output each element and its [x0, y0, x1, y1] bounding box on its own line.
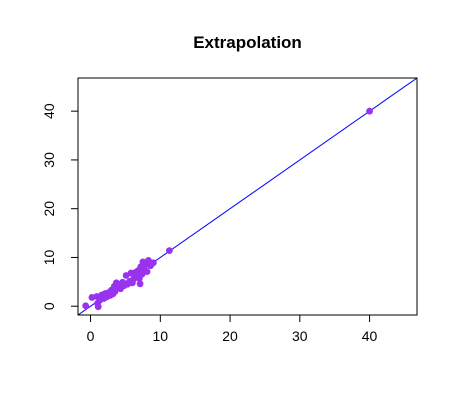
x-tick-label: 20 [222, 328, 238, 344]
plot-area [78, 78, 417, 315]
y-tick-label: 40 [41, 103, 57, 119]
x-tick-label: 0 [87, 328, 95, 344]
data-point [165, 247, 173, 255]
x-tick-label: 40 [362, 328, 378, 344]
axes: 0 10 20 30 40 0 10 20 30 40 [41, 77, 418, 344]
y-tick-label: 20 [41, 201, 57, 217]
data-point [136, 280, 144, 288]
data-point [366, 107, 373, 115]
data-point [149, 259, 157, 267]
data-point [94, 303, 102, 311]
y-tick-label: 10 [41, 249, 57, 265]
y-tick-label: 0 [41, 302, 57, 310]
x-tick-label: 10 [153, 328, 169, 344]
y-tick-label: 30 [41, 152, 57, 168]
data-point [143, 268, 151, 275]
data-point [82, 302, 90, 310]
x-tick-label: 30 [292, 328, 308, 344]
chart-title: Extrapolation [193, 33, 302, 52]
